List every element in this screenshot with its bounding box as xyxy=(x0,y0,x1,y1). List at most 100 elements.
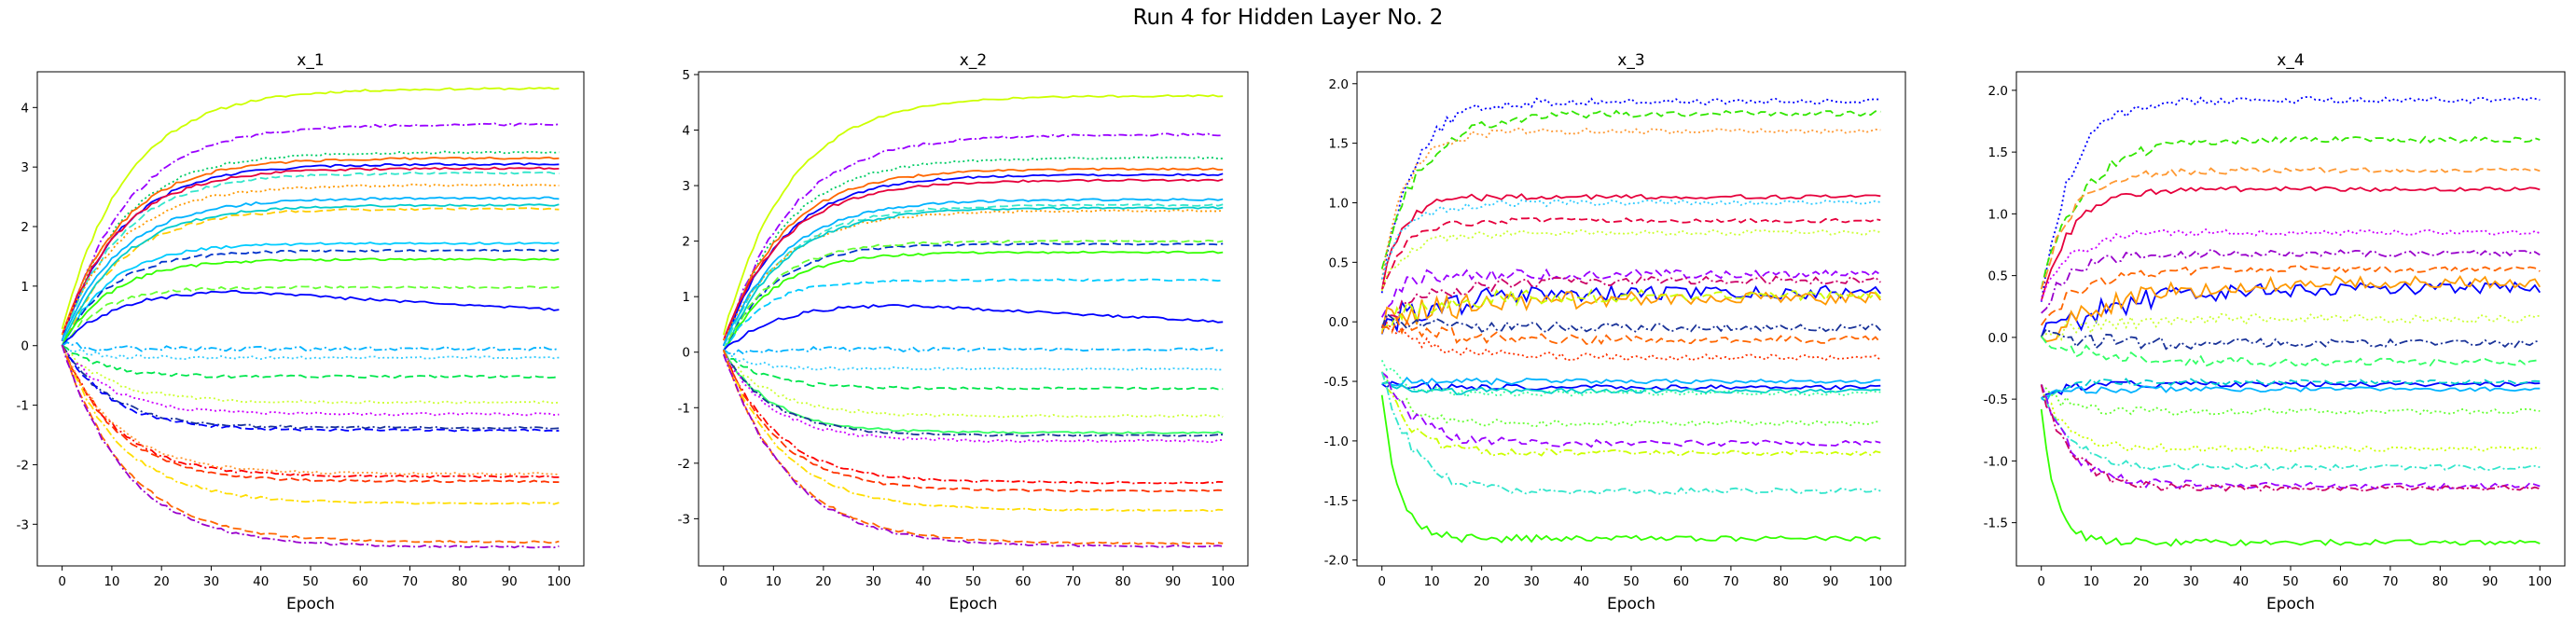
series-line xyxy=(1380,268,1881,318)
x-tick-label: 90 xyxy=(501,574,517,589)
series-line xyxy=(1380,312,1881,334)
x-tick-label: 70 xyxy=(402,574,418,589)
series-line xyxy=(61,344,560,475)
series-line xyxy=(61,257,560,347)
series-line xyxy=(62,344,560,379)
series-line xyxy=(1380,290,1882,335)
series-line xyxy=(722,167,1224,341)
series-line xyxy=(61,183,560,336)
series-line xyxy=(2040,135,2541,290)
x-tick-label: 10 xyxy=(104,574,119,589)
series-line xyxy=(1380,97,1881,294)
series-line xyxy=(722,350,1224,493)
series-line xyxy=(722,350,1224,437)
y-tick-label: 1 xyxy=(682,290,690,305)
x-tick-label: 60 xyxy=(1015,574,1031,589)
series-line xyxy=(723,203,1224,347)
series-line xyxy=(1380,371,1881,428)
plot-area xyxy=(2040,96,2541,547)
series-line xyxy=(722,94,1224,336)
x-tick-label: 30 xyxy=(203,574,219,589)
series-line xyxy=(2040,186,2541,301)
series-line xyxy=(723,346,1224,356)
y-tick-label: 2.0 xyxy=(1329,77,1349,92)
series-line xyxy=(61,344,560,484)
y-tick-label: 4 xyxy=(21,101,29,116)
series-line xyxy=(723,349,1224,419)
series-line xyxy=(62,345,560,361)
y-tick-label: -1 xyxy=(17,399,29,414)
x-tick-label: 70 xyxy=(1723,574,1738,589)
series-line xyxy=(2040,336,2541,367)
series-line xyxy=(722,239,1224,351)
series-line xyxy=(1380,359,1881,399)
chart-panel-2: 0 10 20 30 40 50 60 70 80 90 100 -3 -2 -1 0 1 2 3 4 5 x_2 Epo… xyxy=(678,51,1249,613)
series-line xyxy=(723,250,1224,351)
x-tick-label: 80 xyxy=(2432,574,2448,589)
x-tick-label: 20 xyxy=(1474,574,1489,589)
x-tick-label: 80 xyxy=(1773,574,1789,589)
x-tick-label: 10 xyxy=(1424,574,1440,589)
series-line xyxy=(2040,408,2541,547)
y-tick-label: -1 xyxy=(678,401,690,416)
y-tick-label: 1.0 xyxy=(1988,207,2008,222)
series-line xyxy=(722,178,1224,341)
series-line xyxy=(1380,109,1881,269)
series-line xyxy=(61,344,560,505)
x-tick-label: 0 xyxy=(719,574,727,589)
series-line xyxy=(1380,127,1881,281)
series-line xyxy=(2040,384,2541,492)
series-line xyxy=(1381,288,1881,331)
y-tick-label: 1.0 xyxy=(1329,196,1349,211)
series-line xyxy=(722,132,1224,347)
series-line xyxy=(61,344,560,549)
x-tick-label: 30 xyxy=(866,574,881,589)
y-tick-label: 4 xyxy=(682,124,690,139)
x-tick-label: 0 xyxy=(58,574,66,589)
series-line xyxy=(723,206,1224,351)
series-line xyxy=(2041,385,2541,404)
x-tick-label: 100 xyxy=(1211,574,1235,589)
y-tick-label: 0 xyxy=(21,339,29,354)
x-tick-label: 40 xyxy=(253,574,269,589)
plot-area xyxy=(1380,97,1882,544)
series-line xyxy=(2040,166,2541,290)
y-tick-label: 1.5 xyxy=(1988,145,2008,160)
series-line xyxy=(61,162,560,341)
series-line xyxy=(723,349,1224,371)
series-line xyxy=(1380,394,1881,544)
x-tick-label: 40 xyxy=(915,574,931,589)
y-tick-label: 0 xyxy=(682,346,690,361)
x-tick-label: 10 xyxy=(766,574,782,589)
y-tick-label: -2 xyxy=(678,457,690,472)
series-line xyxy=(61,150,560,341)
x-tick-label: 90 xyxy=(1822,574,1838,589)
x-tick-label: 20 xyxy=(2133,574,2149,589)
y-tick-label: -3 xyxy=(17,517,29,532)
x-tick-label: 100 xyxy=(547,574,571,589)
series-line xyxy=(1380,371,1881,495)
x-tick-label: 10 xyxy=(2084,574,2099,589)
series-line xyxy=(722,350,1224,513)
series-line xyxy=(1381,376,1881,387)
series-line xyxy=(61,345,560,405)
x-tick-label: 20 xyxy=(815,574,831,589)
series-line xyxy=(61,285,560,347)
series-line xyxy=(2040,281,2541,338)
y-tick-label: 2 xyxy=(682,235,690,250)
x-tick-label: 30 xyxy=(1523,574,1539,589)
x-tick-label: 20 xyxy=(154,574,170,589)
x-tick-label: 50 xyxy=(965,574,981,589)
series-line xyxy=(723,304,1224,351)
x-tick-label: 90 xyxy=(2482,574,2498,589)
series-line xyxy=(2040,383,2541,490)
series-line xyxy=(1380,275,1881,329)
series-line xyxy=(723,350,1224,434)
y-tick-label: 1 xyxy=(21,280,29,295)
axes-frame xyxy=(36,71,585,567)
x-axis-label: Epoch xyxy=(2266,595,2315,613)
y-tick-label: 1.5 xyxy=(1329,137,1349,152)
x-tick-label: 60 xyxy=(1673,574,1689,589)
y-tick-label: 2.0 xyxy=(1988,84,2008,99)
series-line xyxy=(61,345,560,417)
